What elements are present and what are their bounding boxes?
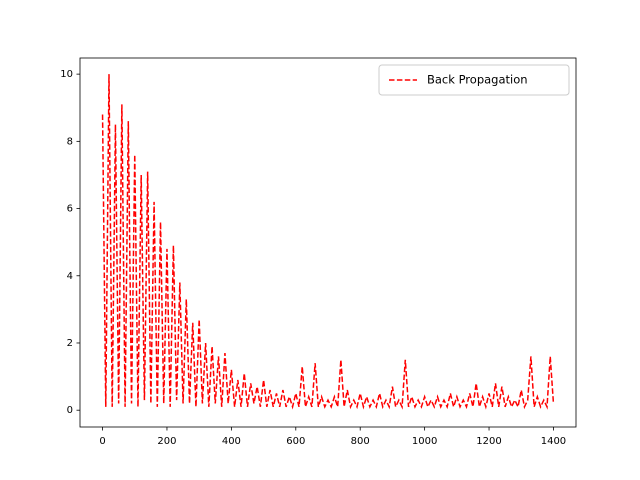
- x-tick-label: 600: [286, 436, 305, 447]
- x-tick-label: 1000: [412, 436, 437, 447]
- y-tick-label: 4: [67, 271, 73, 282]
- x-tick-label: 200: [157, 436, 176, 447]
- x-tick-label: 0: [99, 436, 105, 447]
- x-tick-label: 1400: [541, 436, 566, 447]
- y-tick-label: 2: [67, 338, 73, 349]
- y-tick-label: 8: [67, 136, 73, 147]
- y-tick-label: 0: [67, 405, 73, 416]
- legend-label: Back Propagation: [427, 73, 528, 87]
- x-tick-label: 400: [222, 436, 241, 447]
- legend-box: [378, 64, 570, 96]
- data-line: [101, 74, 555, 410]
- x-tick-label: 1200: [476, 436, 501, 447]
- y-tick-label: 10: [60, 69, 73, 80]
- y-tick-label: 6: [67, 204, 73, 215]
- x-tick-label: 800: [351, 436, 370, 447]
- axes-frame: [79, 57, 577, 428]
